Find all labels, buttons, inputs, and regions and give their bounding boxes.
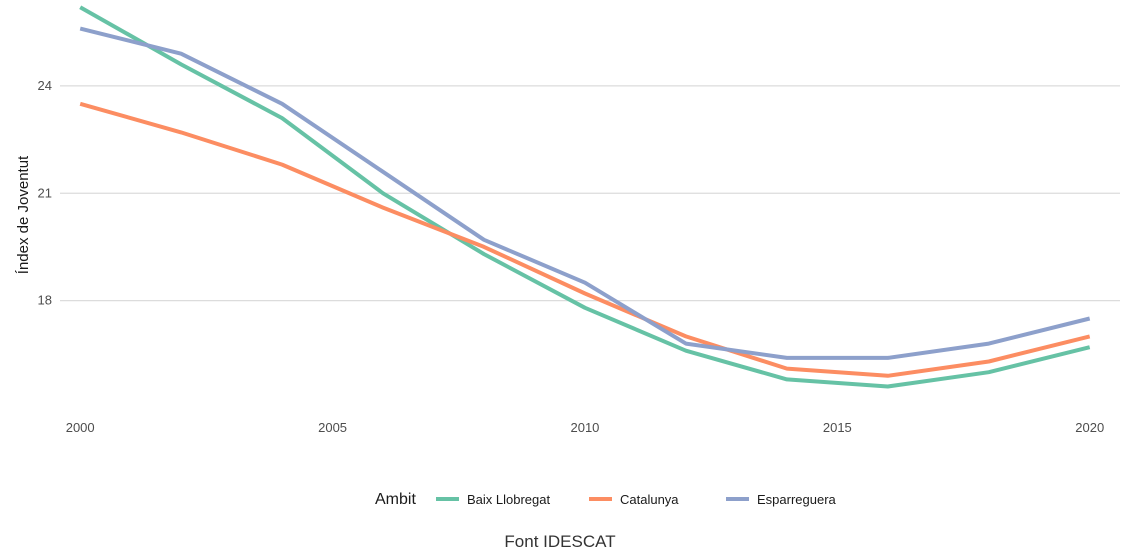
series-line-baix-llobregat <box>79 5 1091 389</box>
x-tick-label: 2000 <box>66 420 95 435</box>
series-line-esparreguera <box>79 26 1091 360</box>
y-tick-label: 21 <box>38 185 52 200</box>
x-axis-ticks: 2000 2005 2010 2015 2020 <box>66 420 1104 435</box>
y-axis-title: Índex de Joventut <box>15 155 32 274</box>
y-axis-ticks: 18 21 24 <box>38 78 52 308</box>
legend-label: Esparreguera <box>757 492 837 507</box>
legend-label: Baix Llobregat <box>467 492 550 507</box>
series-lines <box>79 5 1091 389</box>
legend-label: Catalunya <box>620 492 679 507</box>
series-line-catalunya <box>79 101 1091 378</box>
y-tick-label: 18 <box>38 293 52 308</box>
x-tick-label: 2010 <box>570 420 599 435</box>
x-tick-label: 2005 <box>318 420 347 435</box>
legend-title: Ambit <box>375 491 416 508</box>
x-tick-label: 2020 <box>1075 420 1104 435</box>
legend: Ambit Baix Llobregat Catalunya Esparreguer… <box>375 491 837 508</box>
y-tick-label: 24 <box>38 78 52 93</box>
chart-caption: Font IDESCAT <box>504 532 615 551</box>
x-tick-label: 2015 <box>823 420 852 435</box>
grid-lines <box>60 85 1120 302</box>
